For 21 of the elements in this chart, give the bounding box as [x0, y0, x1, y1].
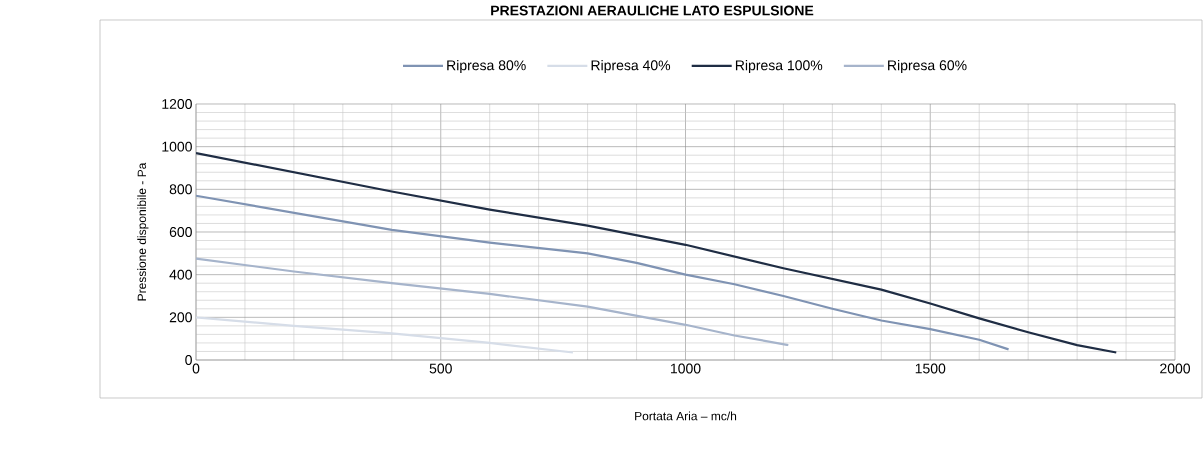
- x-tick-label: 1000: [671, 363, 701, 374]
- legend-label: Ripresa 100%: [735, 59, 823, 74]
- y-tick-label: 800: [169, 184, 192, 195]
- x-tick-label: 0: [192, 363, 200, 374]
- x-tick-label: 500: [429, 363, 452, 374]
- y-tick-label: 1200: [162, 99, 192, 109]
- x-tick-label: 1500: [915, 363, 946, 374]
- y-tick-label: 600: [169, 227, 192, 237]
- x-tick-label: 2000: [1160, 363, 1191, 374]
- y-tick-label: 400: [169, 269, 192, 280]
- y-tick-label: 200: [169, 312, 192, 323]
- chart-title: PRESTAZIONI AERAULICHE LATO ESPULSIONE: [491, 5, 814, 16]
- x-axis-title: Portata Aria – mc/h: [635, 411, 737, 421]
- legend-label: Ripresa 80%: [447, 59, 526, 74]
- y-axis-title: Pressione disponibile - Pa: [137, 162, 149, 301]
- legend-label: Ripresa 60%: [888, 59, 967, 74]
- y-tick-label: 0: [185, 355, 192, 365]
- y-tick-label: 1000: [162, 141, 192, 152]
- legend-label: Ripresa 40%: [591, 59, 671, 74]
- line-series: [196, 257, 790, 347]
- line-series: [196, 316, 575, 354]
